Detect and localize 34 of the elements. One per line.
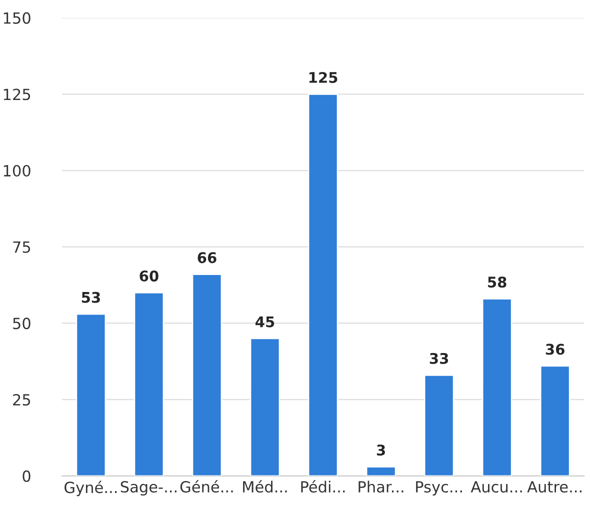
y-tick-label: 100 [4, 164, 30, 177]
bar [76, 313, 106, 476]
bar [424, 374, 454, 476]
x-tick-label: Gyné... [64, 480, 117, 496]
x-tick-label: Aucu... [470, 481, 522, 493]
bar [482, 298, 512, 476]
x-tick-label: Phar... [358, 480, 404, 493]
data-label: 3 [376, 444, 385, 456]
bar [192, 274, 222, 476]
y-tick-label: 75 [13, 242, 30, 253]
x-tick-label: Géné... [180, 480, 233, 493]
data-label: 66 [198, 252, 216, 264]
bar [540, 365, 570, 476]
data-label: 36 [546, 344, 564, 355]
y-tick-label: 125 [4, 88, 30, 100]
bar [250, 338, 280, 476]
x-tick-label: Pédi... [301, 480, 345, 493]
bar [366, 466, 396, 476]
data-label: 45 [256, 316, 274, 328]
x-tick-label: Autre... [527, 481, 582, 493]
y-tick-label: 25 [13, 394, 30, 406]
y-tick-label: 50 [13, 318, 30, 330]
bar [308, 93, 338, 476]
bar [134, 292, 164, 476]
data-label: 58 [488, 276, 506, 288]
y-tick-label: 0 [22, 470, 30, 482]
data-label: 60 [140, 270, 158, 282]
data-label: 33 [430, 352, 448, 364]
data-label: 53 [82, 292, 100, 303]
x-tick-label: Sage-... [120, 481, 176, 496]
y-tick-label: 150 [4, 12, 30, 24]
data-label: 125 [309, 72, 338, 84]
x-tick-label: Méd... [243, 480, 287, 493]
x-tick-label: Psyc... [416, 481, 462, 496]
